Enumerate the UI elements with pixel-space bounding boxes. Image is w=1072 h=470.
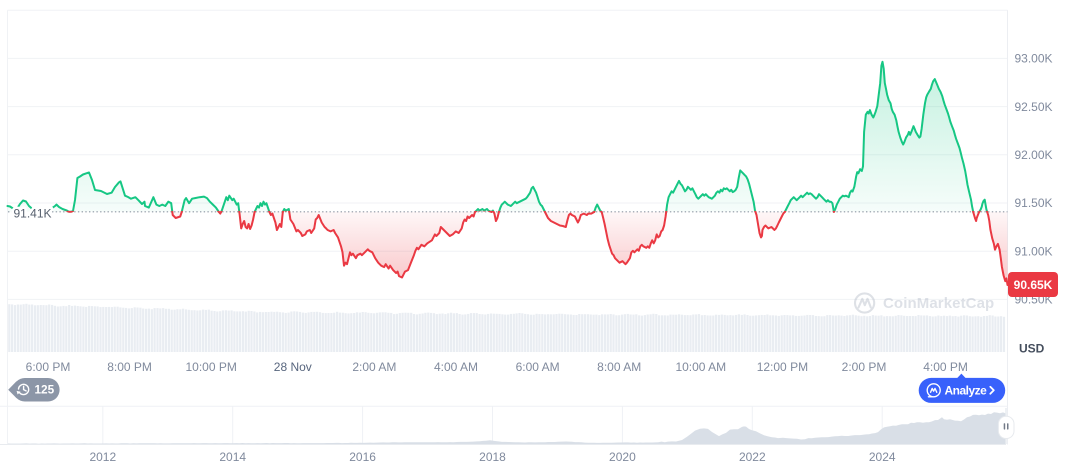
svg-text:90.65K: 90.65K [1014,278,1053,292]
svg-text:91.41K: 91.41K [14,207,52,221]
svg-text:10:00 AM: 10:00 AM [675,360,726,374]
svg-text:2022: 2022 [739,450,766,464]
svg-text:2:00 AM: 2:00 AM [352,360,396,374]
svg-text:2012: 2012 [89,450,116,464]
svg-text:12:00 PM: 12:00 PM [757,360,808,374]
svg-text:92.00K: 92.00K [1015,148,1053,162]
svg-text:92.50K: 92.50K [1015,100,1053,114]
svg-text:2020: 2020 [609,450,636,464]
svg-text:125: 125 [35,382,55,396]
svg-text:2016: 2016 [349,450,376,464]
svg-text:93.00K: 93.00K [1015,52,1053,66]
svg-text:4:00 PM: 4:00 PM [923,360,968,374]
svg-text:2018: 2018 [479,450,506,464]
svg-text:91.50K: 91.50K [1015,196,1053,210]
svg-text:CoinMarketCap: CoinMarketCap [883,295,994,312]
svg-text:USD: USD [1019,342,1045,356]
svg-text:10:00 PM: 10:00 PM [186,360,237,374]
svg-text:8:00 PM: 8:00 PM [107,360,152,374]
svg-text:2024: 2024 [869,450,896,464]
svg-text:2:00 PM: 2:00 PM [842,360,887,374]
svg-text:8:00 AM: 8:00 AM [597,360,641,374]
svg-text:2014: 2014 [219,450,246,464]
svg-text:6:00 PM: 6:00 PM [26,360,71,374]
svg-text:4:00 AM: 4:00 AM [434,360,478,374]
svg-text:Analyze: Analyze [945,383,988,397]
svg-text:28 Nov: 28 Nov [274,360,312,374]
svg-text:91.00K: 91.00K [1015,244,1053,258]
svg-text:6:00 AM: 6:00 AM [516,360,560,374]
